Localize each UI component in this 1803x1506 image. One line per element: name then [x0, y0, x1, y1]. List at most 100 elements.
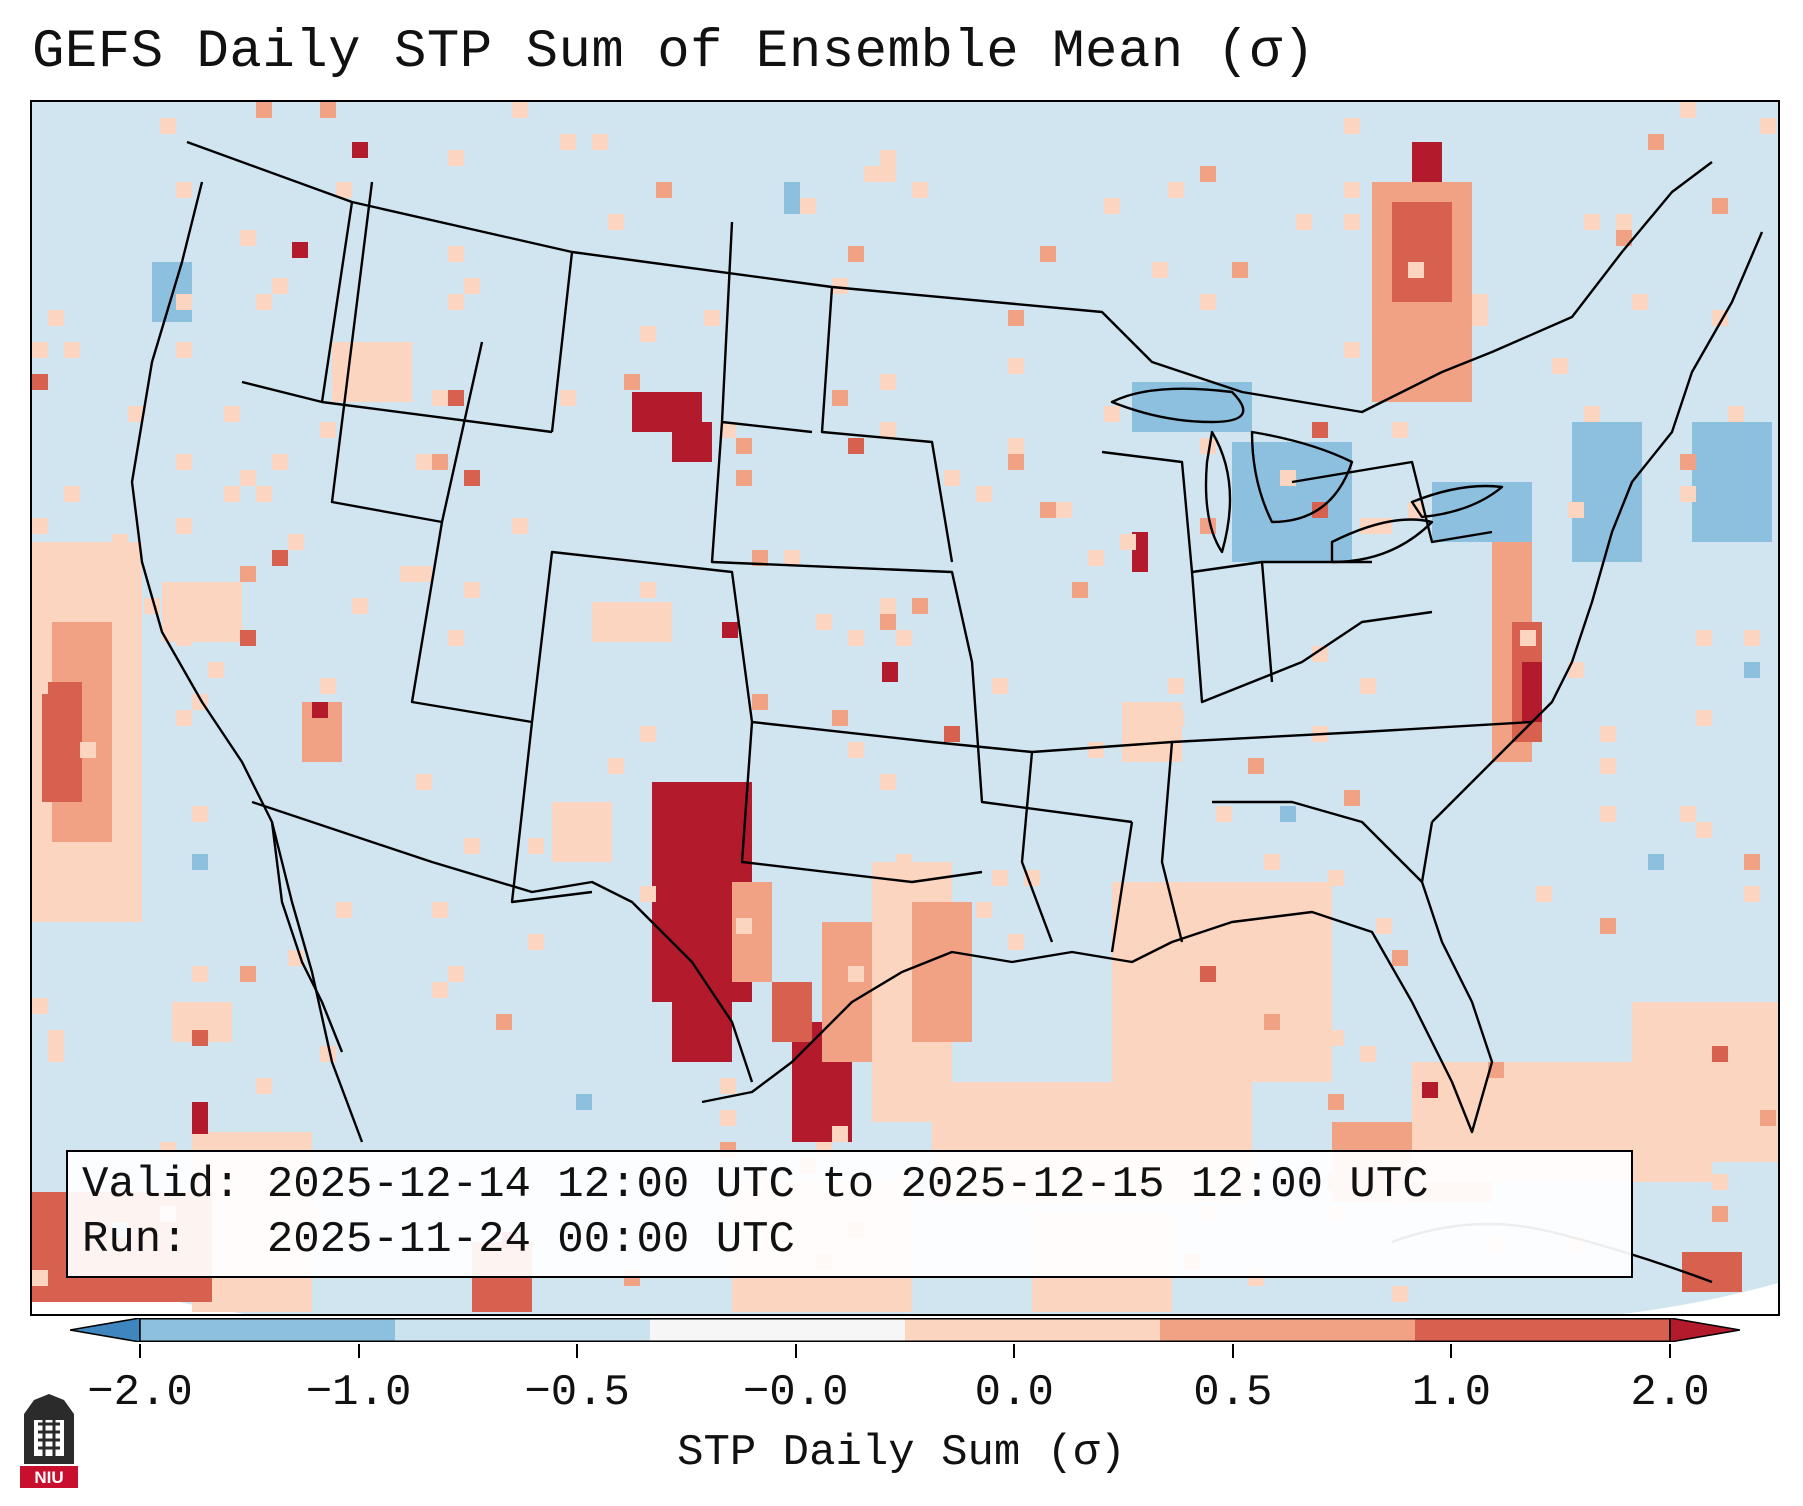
- anomaly-cell: [1216, 950, 1232, 966]
- anomaly-cell: [1422, 1082, 1438, 1098]
- anomaly-cell: [736, 918, 752, 934]
- anomaly-cell: [1680, 102, 1696, 118]
- anomaly-cell: [848, 966, 864, 982]
- anomaly-cell: [1392, 1286, 1408, 1302]
- anomaly-cell: [1600, 806, 1616, 822]
- colorbar-ticks: −2.0 −1.0 −0.5 −0.0 0.0 0.5 1.0 2.0: [0, 1344, 1803, 1418]
- anomaly-cell: [1344, 214, 1360, 230]
- anomaly-cell: [880, 150, 896, 166]
- anomaly-cell: [256, 294, 272, 310]
- anomaly-cell: [640, 326, 656, 342]
- anomaly-cell: [1632, 294, 1648, 310]
- anomaly-cell: [592, 602, 672, 642]
- anomaly-cell: [528, 838, 544, 854]
- baja-peninsula: [270, 821, 344, 1053]
- anomaly-cell: [1584, 214, 1600, 230]
- anomaly-cell: [48, 1030, 64, 1046]
- anomaly-cell: [352, 142, 368, 158]
- anomaly-cell: [312, 702, 328, 718]
- run-row: Run: 2025-11-24 00:00 UTC: [82, 1213, 1617, 1268]
- anomaly-cell: [848, 630, 864, 646]
- anomaly-cell: [1600, 758, 1616, 774]
- anomaly-cell: [1056, 502, 1072, 518]
- anomaly-cell: [1744, 662, 1760, 678]
- anomaly-cell: [1344, 118, 1360, 134]
- anomaly-cell: [240, 566, 256, 582]
- anomaly-cell: [1264, 1014, 1280, 1030]
- anomaly-cell: [592, 134, 608, 150]
- anomaly-cell: [1376, 918, 1392, 934]
- anomaly-cell: [896, 630, 912, 646]
- anomaly-cell: [192, 1102, 208, 1134]
- anomaly-cell: [1744, 630, 1760, 646]
- anomaly-cell: [1280, 806, 1296, 822]
- anomaly-cell: [1680, 454, 1696, 470]
- anomaly-cell: [864, 166, 880, 182]
- colorbar-tick-mark: [139, 1344, 141, 1358]
- anomaly-cell: [720, 1110, 736, 1126]
- us-mexico-border: [251, 800, 754, 1083]
- map-svg: [32, 102, 1778, 1314]
- anomaly-cell: [1008, 438, 1024, 454]
- anomaly-cell: [1632, 1002, 1778, 1162]
- anomaly-cell: [1360, 678, 1376, 694]
- anomaly-cell: [912, 902, 972, 1042]
- anomaly-cell: [32, 374, 48, 390]
- anomaly-cell: [1712, 1174, 1728, 1190]
- anomaly-cell: [1008, 934, 1024, 950]
- anomaly-cell: [432, 982, 448, 998]
- anomaly-cell: [992, 678, 1008, 694]
- anomaly-cell: [1328, 1094, 1344, 1110]
- anomaly-cell: [1008, 454, 1024, 470]
- anomaly-cell: [1312, 646, 1328, 662]
- anomaly-cell: [1280, 470, 1296, 486]
- anomaly-cell: [944, 726, 960, 742]
- anomaly-cell: [1248, 758, 1264, 774]
- anomaly-cell: [880, 774, 896, 790]
- anomaly-cell: [416, 774, 432, 790]
- anomaly-cell: [1680, 806, 1696, 822]
- anomaly-cell: [1744, 886, 1760, 902]
- anomaly-cell: [1072, 582, 1088, 598]
- colorbar-tick-label: 2.0: [1630, 1368, 1710, 1418]
- anomaly-cell: [64, 486, 80, 502]
- anomaly-cell: [32, 838, 48, 854]
- anomaly-cell: [464, 582, 480, 598]
- anomaly-cell: [240, 230, 256, 246]
- anomaly-cell: [944, 470, 960, 486]
- anomaly-cell: [1104, 198, 1120, 214]
- anomaly-cell: [352, 598, 368, 614]
- anomaly-cell: [1200, 966, 1216, 982]
- anomaly-cell: [1136, 886, 1152, 902]
- anomaly-cell: [832, 278, 848, 294]
- anomaly-cell: [528, 934, 544, 950]
- colorbar-tick-mark: [1669, 1344, 1671, 1358]
- anomaly-cell: [1616, 214, 1632, 230]
- colorbar-segment: [140, 1318, 396, 1342]
- valid-run-box: Valid: 2025-12-14 12:00 UTC to 2025-12-1…: [66, 1150, 1633, 1278]
- anomaly-cell: [176, 454, 192, 470]
- anomaly-cell: [416, 454, 432, 470]
- anomaly-cell: [64, 342, 80, 358]
- run-value: 2025-11-24 00:00 UTC: [266, 1215, 795, 1265]
- anomaly-cell: [656, 182, 672, 198]
- colorbar-segment: [905, 1318, 1161, 1342]
- anomaly-cell: [624, 374, 640, 390]
- anomaly-cell: [1216, 806, 1232, 822]
- anomaly-cell: [224, 486, 240, 502]
- anomaly-cell: [1360, 1046, 1376, 1062]
- anomaly-cell: [1552, 358, 1568, 374]
- run-label: Run:: [82, 1215, 188, 1265]
- anomaly-cell: [576, 1094, 592, 1110]
- logo-text: NIU: [34, 1468, 63, 1487]
- anomaly-cell: [1536, 886, 1552, 902]
- anomaly-cell: [1024, 870, 1040, 886]
- anomaly-cell: [1744, 854, 1760, 870]
- anomaly-cell: [736, 438, 752, 454]
- anomaly-cell: [1572, 422, 1642, 562]
- anomaly-cell: [1728, 406, 1744, 422]
- anomaly-cell: [1696, 710, 1712, 726]
- anomaly-cell: [192, 966, 208, 982]
- anomaly-cell: [1600, 918, 1616, 934]
- anomaly-cell: [1692, 422, 1772, 542]
